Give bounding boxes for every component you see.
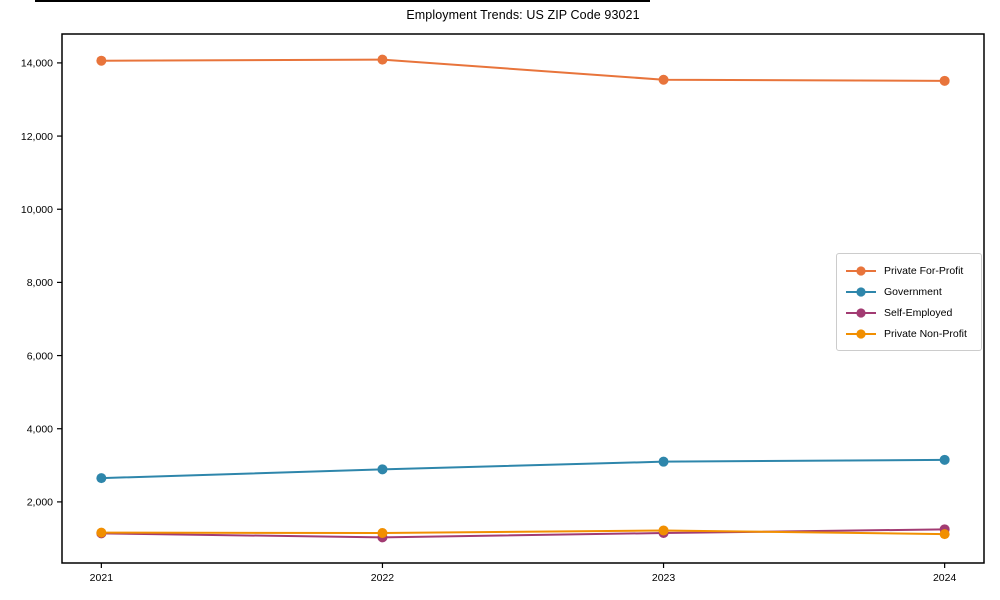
data-point-private-for-profit <box>939 75 950 86</box>
legend-item-private-non-profit: Private Non-Profit <box>845 323 973 344</box>
legend-swatch-private-for-profit <box>846 265 876 276</box>
y-tick-label: 10,000 <box>21 204 53 216</box>
legend-swatch-private-non-profit <box>846 328 876 339</box>
legend-item-government: Government <box>845 281 973 302</box>
y-tick-label: 14,000 <box>21 58 53 70</box>
y-tick-label: 6,000 <box>27 350 53 362</box>
legend-label: Self-Employed <box>884 306 953 319</box>
x-tick-label: 2022 <box>371 572 395 584</box>
data-point-government <box>658 456 669 467</box>
chart-title: Employment Trends: US ZIP Code 93021 <box>406 8 640 22</box>
data-point-private-for-profit <box>658 74 669 85</box>
window-edge-artifact <box>35 0 650 2</box>
legend-item-self-employed: Self-Employed <box>845 302 973 323</box>
data-point-private-non-profit <box>939 529 950 540</box>
legend-label: Government <box>884 285 942 298</box>
y-tick-label: 12,000 <box>21 131 53 143</box>
legend-swatch-government <box>846 286 876 297</box>
legend: Private For-Profit Government Self-Employe… <box>836 253 982 351</box>
series-line-self-employed <box>101 528 945 539</box>
data-point-government <box>377 464 388 475</box>
data-point-private-for-profit <box>377 54 388 65</box>
y-tick-label: 8,000 <box>27 277 53 289</box>
data-point-private-for-profit <box>96 55 107 66</box>
data-point-private-non-profit <box>96 527 107 538</box>
series-line-private-non-profit <box>101 529 945 536</box>
x-tick-label: 2024 <box>933 572 957 584</box>
x-tick-label: 2023 <box>652 572 676 584</box>
data-point-private-non-profit <box>658 525 669 536</box>
legend-label: Private For-Profit <box>884 264 964 277</box>
legend-item-private-for-profit: Private For-Profit <box>845 260 973 281</box>
data-point-private-non-profit <box>377 528 388 539</box>
series-line-government <box>101 458 945 480</box>
series-line-private-for-profit <box>101 58 945 82</box>
y-tick-label: 2,000 <box>27 497 53 509</box>
plot-frame <box>61 33 985 564</box>
y-tick-label: 4,000 <box>27 423 53 435</box>
data-point-government <box>939 454 950 465</box>
legend-label: Private Non-Profit <box>884 327 967 340</box>
legend-swatch-self-employed <box>846 307 876 318</box>
x-tick-label: 2021 <box>90 572 114 584</box>
data-point-government <box>96 473 107 484</box>
